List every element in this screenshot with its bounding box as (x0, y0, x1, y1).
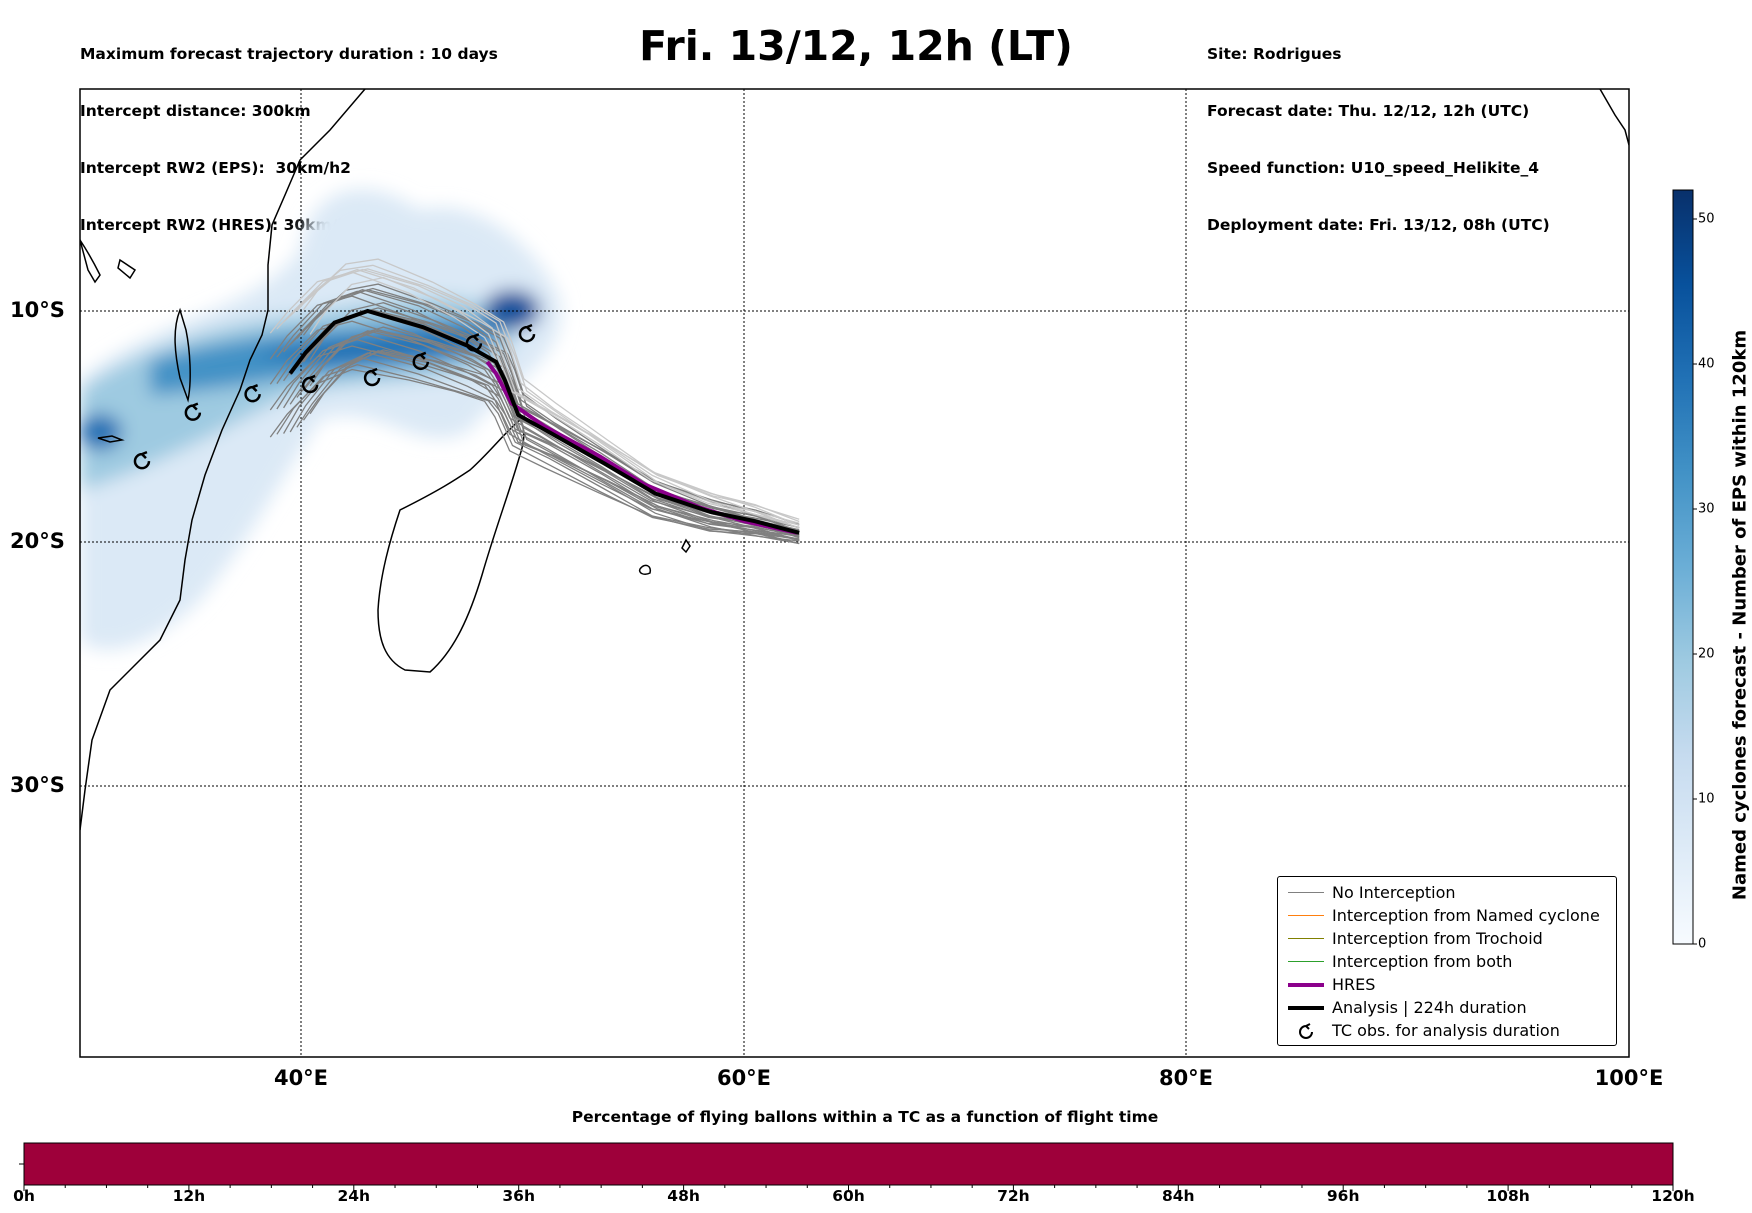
legend-item: TC obs. for analysis duration (1278, 1020, 1616, 1042)
colorbar-tick: 0 (1698, 936, 1707, 952)
colorbar-label: Named cyclones forecast - Number of EPS … (1729, 329, 1751, 901)
flight-tick: 108h (1486, 1187, 1530, 1205)
lat-tick: 10°S (10, 298, 65, 322)
flight-tick: 96h (1326, 1187, 1360, 1205)
flight-tick: 60h (832, 1187, 865, 1205)
lon-tick: 100°E (1594, 1066, 1664, 1090)
eps-trajectory (302, 283, 800, 526)
lat-tick: 30°S (10, 773, 65, 797)
tc-obs-icon (301, 374, 319, 394)
legend-swatch (1288, 1006, 1324, 1010)
tc-obs-icon (133, 450, 151, 470)
tc-obs-icon (465, 333, 483, 352)
legend-label: No Interception (1332, 883, 1456, 902)
legend-swatch (1288, 983, 1324, 987)
lon-tick: 40°E (273, 1066, 329, 1090)
eps-trajectory (302, 258, 800, 520)
eps-trajectory (309, 276, 800, 524)
eps-trajectory (296, 264, 800, 523)
flight-time-bar (19, 1142, 1674, 1191)
legend-item: Interception from Trochoid (1278, 928, 1616, 950)
tc-obs-icon (518, 323, 536, 343)
map-frame (79, 88, 1630, 1058)
header-line: Maximum forecast trajectory duration : 1… (80, 45, 498, 63)
colorbar-tick: 50 (1698, 211, 1715, 227)
legend-label: Analysis | 224h duration (1332, 998, 1527, 1017)
tc-obs-icon (412, 351, 430, 371)
flight-tick: 48h (667, 1187, 700, 1205)
chart-title: Fri. 13/12, 12h (LT) (639, 22, 1073, 70)
colorbar-tick: 30 (1698, 501, 1715, 517)
flight-tick: 84h (1161, 1187, 1195, 1205)
header-info-left: Maximum forecast trajectory duration : 1… (80, 7, 498, 254)
eps-density-field (80, 189, 561, 650)
eps-trajectory (309, 326, 800, 535)
header-line: Forecast date: Thu. 12/12, 12h (UTC) (1207, 102, 1530, 120)
legend-item: Interception from Named cyclone (1278, 905, 1616, 927)
eps-trajectory (309, 302, 800, 529)
legend-label: Interception from both (1332, 952, 1513, 971)
flight-tick: 0h (13, 1187, 35, 1205)
legend-item: HRES (1278, 974, 1616, 996)
legend-swatch (1288, 915, 1324, 916)
flight-time-title: Percentage of flying ballons within a TC… (571, 1108, 1159, 1126)
eps-trajectory (276, 364, 800, 541)
legend-label: HRES (1332, 975, 1376, 994)
analysis-track (288, 308, 800, 535)
header-line: Deployment date: Fri. 13/12, 08h (UTC) (1207, 216, 1550, 234)
legend-item: Interception from both (1278, 951, 1616, 973)
eps-trajectory (289, 268, 800, 527)
tc-obs-icon (244, 383, 261, 403)
colorbar-tick: 10 (1698, 791, 1715, 807)
tc-observations (133, 323, 536, 470)
flight-tick: 12h (172, 1187, 206, 1205)
legend-item: Analysis | 224h duration (1278, 997, 1616, 1019)
legend-swatch (1288, 961, 1324, 962)
flight-tick: 120h (1651, 1187, 1695, 1205)
tc-obs-icon (184, 402, 202, 421)
lon-tick: 80°E (1158, 1066, 1214, 1090)
density-colorbar (1672, 189, 1697, 945)
header-line: Intercept distance: 300km (80, 102, 311, 120)
colorbar-tick: 40 (1698, 356, 1715, 372)
legend-item: No Interception (1278, 882, 1616, 904)
colorbar-tick: 20 (1698, 646, 1715, 662)
eps-trajectory (269, 271, 800, 526)
legend-swatch (1288, 892, 1324, 893)
header-line: Site: Rodrigues (1207, 45, 1342, 63)
legend-swatch (1288, 938, 1324, 939)
flight-tick: 36h (502, 1187, 535, 1205)
coastlines (80, 89, 1629, 831)
header-line: Speed function: U10_speed_Helikite_4 (1207, 159, 1540, 177)
graticule (80, 89, 1629, 1057)
legend-label: TC obs. for analysis duration (1332, 1021, 1560, 1040)
flight-tick: 72h (997, 1187, 1030, 1205)
lon-tick: 60°E (716, 1066, 772, 1090)
lat-tick: 20°S (10, 529, 65, 553)
legend-label: Interception from Named cyclone (1332, 906, 1600, 925)
cyclone-icon (1299, 1023, 1313, 1039)
flight-tick: 24h (337, 1187, 371, 1205)
header-info-right: Site: Rodrigues Forecast date: Thu. 12/1… (1207, 7, 1550, 254)
tc-obs-icon (363, 367, 381, 387)
map-legend: No Interception Interception from Named … (1277, 876, 1617, 1046)
legend-label: Interception from Trochoid (1332, 929, 1543, 948)
